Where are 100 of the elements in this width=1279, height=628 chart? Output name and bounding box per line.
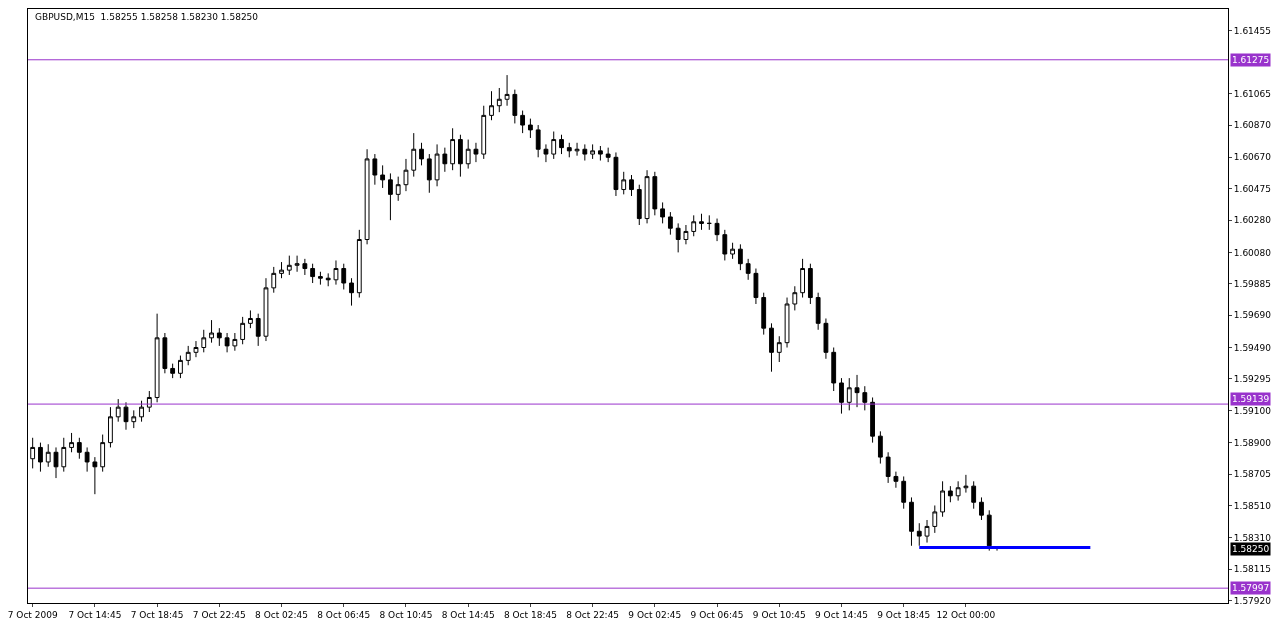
candlestick <box>979 496 984 521</box>
x-tick-label: 8 Oct 10:45 <box>379 609 433 620</box>
candlestick <box>862 385 868 411</box>
candlestick <box>162 332 168 374</box>
candlestick <box>131 409 137 429</box>
candlestick <box>115 398 121 423</box>
candlestick <box>216 327 222 347</box>
candlestick <box>279 261 284 279</box>
candlestick <box>706 214 712 231</box>
candlestick <box>909 496 914 547</box>
candlestick <box>636 184 642 226</box>
x-tick-label: 7 Oct 2009 <box>7 609 58 620</box>
candlestick <box>800 258 805 299</box>
candlestick <box>76 437 82 460</box>
candlestick <box>426 153 432 194</box>
candlestick <box>940 480 945 518</box>
candlestick <box>108 406 113 448</box>
candlestick <box>846 377 852 411</box>
candlestick <box>30 437 36 469</box>
candlestick <box>737 243 743 271</box>
candlestick <box>877 430 883 465</box>
y-tick-label: 1.57920 <box>1233 595 1272 606</box>
ref-line-label: 1.57997 <box>1232 583 1270 593</box>
candlestick <box>512 89 518 124</box>
y-tick-label: 1.60280 <box>1233 215 1272 226</box>
candlestick <box>302 258 308 276</box>
y-tick-label: 1.58310 <box>1233 532 1272 543</box>
candlestick <box>61 437 67 473</box>
candlestick <box>535 124 541 158</box>
x-tick-label: 8 Oct 22:45 <box>566 609 620 620</box>
candlestick <box>224 332 230 353</box>
candlestick <box>434 143 440 187</box>
candlestick <box>986 509 992 552</box>
y-tick-label: 1.59690 <box>1233 310 1272 321</box>
y-tick-label: 1.59295 <box>1233 374 1272 385</box>
candlestick <box>644 169 650 224</box>
y-tick-label: 1.60080 <box>1233 247 1272 258</box>
candlestick <box>971 480 977 510</box>
chart-title: GBPUSD,M15 1.58255 1.58258 1.58230 1.58250 <box>35 12 259 22</box>
candlestick <box>893 471 899 489</box>
candlestick <box>527 118 533 139</box>
candlestick <box>240 316 246 345</box>
candlestick <box>815 292 821 331</box>
y-tick-label: 1.58705 <box>1233 469 1272 480</box>
x-tick-label: 8 Oct 18:45 <box>503 609 557 620</box>
candlestick <box>209 319 214 344</box>
candlestick <box>559 134 564 155</box>
y-tick-label: 1.58510 <box>1233 500 1272 511</box>
candlestick <box>551 131 557 160</box>
y-tick-label: 1.59490 <box>1233 342 1272 353</box>
candlestick <box>92 456 98 495</box>
candlestick <box>178 355 183 379</box>
candlestick <box>372 153 378 186</box>
candlestick <box>667 211 673 236</box>
x-tick-label: 8 Oct 14:45 <box>441 609 495 620</box>
candlestick <box>730 242 736 260</box>
candlestick <box>53 446 59 479</box>
candlestick <box>597 145 603 162</box>
ref-line-label: 1.61275 <box>1232 55 1270 65</box>
candlestick <box>489 90 494 121</box>
candlestick <box>901 475 907 510</box>
y-tick-label: 1.59100 <box>1233 405 1272 416</box>
candlestick <box>839 377 844 415</box>
y-tick-label: 1.61455 <box>1233 25 1272 36</box>
x-tick-label: 7 Oct 18:45 <box>130 609 184 620</box>
candlestick <box>450 127 456 171</box>
candlestick <box>286 255 292 276</box>
candlestick <box>248 309 253 329</box>
candlestick <box>364 148 370 245</box>
candlestick <box>932 504 938 534</box>
candlestick <box>139 400 144 423</box>
x-tick-label: 8 Oct 06:45 <box>317 609 371 620</box>
candlestick <box>520 110 526 134</box>
y-tick-label: 1.60870 <box>1233 120 1272 131</box>
candlestick <box>170 363 176 379</box>
candlestick <box>590 143 596 160</box>
candlestick <box>69 432 74 453</box>
candlestick <box>496 87 502 113</box>
candlestick <box>885 451 891 484</box>
annotation: 1.58250 <box>1232 544 1270 554</box>
candlestick <box>854 374 860 408</box>
candlestick <box>255 313 261 347</box>
candlestick <box>831 347 837 392</box>
candlestick <box>776 335 782 363</box>
candlestick <box>753 268 759 305</box>
x-tick-label: 7 Oct 22:45 <box>192 609 246 620</box>
candlestick <box>543 143 549 163</box>
y-tick-label: 1.60670 <box>1233 152 1272 163</box>
candlestick <box>660 201 666 224</box>
y-tick-label: 1.60475 <box>1233 183 1272 194</box>
candlestick <box>792 285 798 311</box>
candlestick <box>154 313 160 403</box>
candlestick <box>193 340 199 358</box>
candlestick <box>629 174 634 197</box>
candlestick <box>123 401 129 431</box>
candlestick <box>201 329 207 353</box>
candlestick <box>761 292 767 336</box>
candlestick <box>745 258 751 281</box>
candlestick <box>784 297 790 349</box>
candlestick <box>769 322 774 373</box>
